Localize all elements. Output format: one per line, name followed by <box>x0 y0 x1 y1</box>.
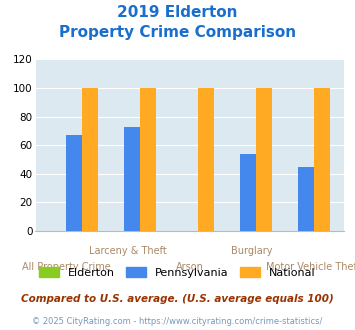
Text: Larceny & Theft: Larceny & Theft <box>89 246 167 256</box>
Bar <box>124 127 140 231</box>
Bar <box>298 167 314 231</box>
Legend: Elderton, Pennsylvania, National: Elderton, Pennsylvania, National <box>35 263 320 282</box>
Text: © 2025 CityRating.com - https://www.cityrating.com/crime-statistics/: © 2025 CityRating.com - https://www.city… <box>32 317 323 326</box>
Bar <box>314 88 330 231</box>
Text: Burglary: Burglary <box>231 246 272 256</box>
Text: Motor Vehicle Theft: Motor Vehicle Theft <box>266 262 355 272</box>
Text: Compared to U.S. average. (U.S. average equals 100): Compared to U.S. average. (U.S. average … <box>21 294 334 304</box>
Bar <box>140 88 156 231</box>
Text: Arson: Arson <box>176 262 204 272</box>
Bar <box>198 88 214 231</box>
Bar <box>66 135 82 231</box>
Text: All Property Crime: All Property Crime <box>22 262 111 272</box>
Text: 2019 Elderton: 2019 Elderton <box>117 5 238 20</box>
Bar <box>240 154 256 231</box>
Bar <box>256 88 272 231</box>
Bar <box>82 88 98 231</box>
Text: Property Crime Comparison: Property Crime Comparison <box>59 25 296 40</box>
